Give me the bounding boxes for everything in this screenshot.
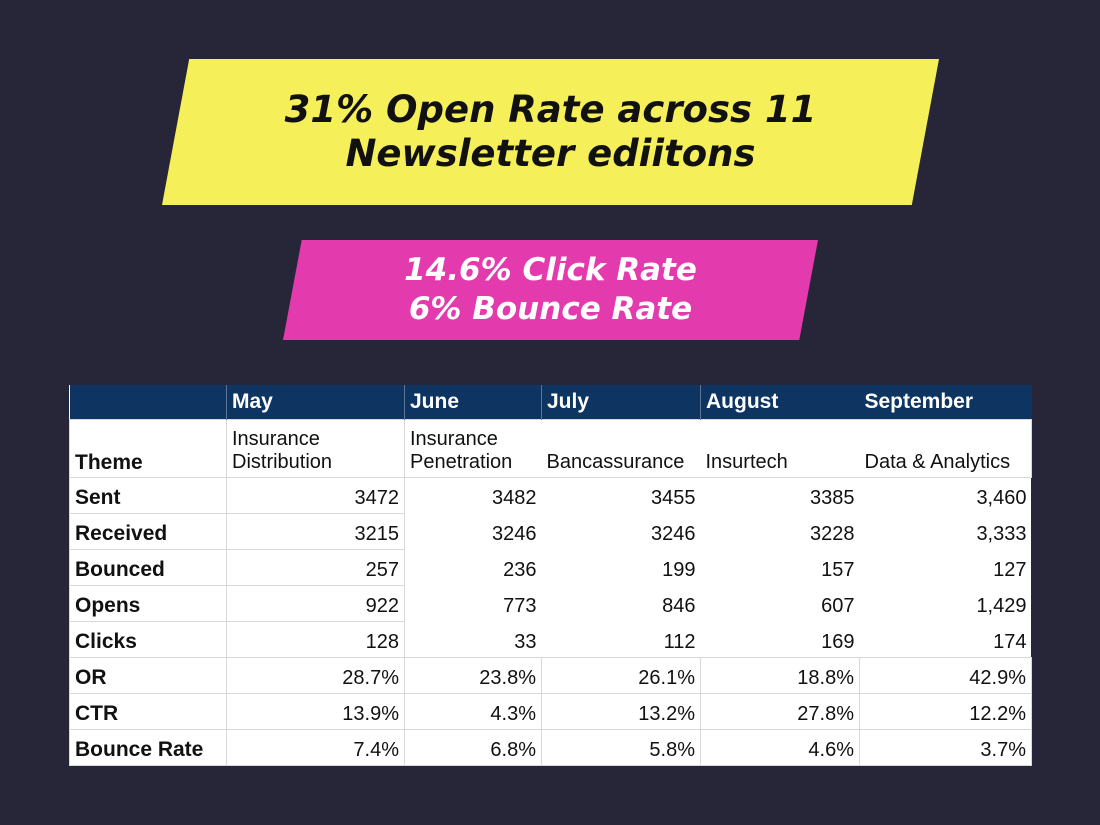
value-cell: 27.8% <box>700 692 860 730</box>
theme-cell: Bancassurance <box>541 418 701 478</box>
value-cell: 6.8% <box>404 728 542 766</box>
value-cell: 128 <box>226 620 405 658</box>
table-row-received: Received 3215 3246 3246 3228 3,333 <box>69 512 1032 550</box>
value-cell: 3.7% <box>859 728 1032 766</box>
value-cell: 7.4% <box>226 728 405 766</box>
value-cell: 28.7% <box>226 656 405 694</box>
value-cell: 23.8% <box>404 656 542 694</box>
month-header-row: May June July August September <box>69 385 1032 419</box>
value-cell: 5.8% <box>541 728 701 766</box>
value-cell: 199 <box>662 559 696 581</box>
table-row-clicks: Clicks 128 33 112 169 174 <box>69 620 1032 658</box>
table-row-opens: Opens 922 773 846 607 1,429 <box>69 584 1032 622</box>
value-cell: 3246 <box>492 523 537 545</box>
table-row-bounced: Bounced 257 236 199 157 127 <box>69 548 1032 586</box>
theme-cell: Insurance Penetration <box>404 418 542 478</box>
theme-cell: Insurtech <box>700 418 860 478</box>
month-header: June <box>404 385 542 419</box>
value-cell: 112 <box>663 630 696 653</box>
value-cell: 26.1% <box>541 656 701 694</box>
table-row-theme: Theme Insurance Distribution Insurance P… <box>69 418 1032 478</box>
header-corner <box>69 385 227 419</box>
value-cell: 3246 <box>651 523 696 545</box>
table-row-sent: Sent 3472 3482 3455 3385 3,460 <box>69 476 1032 514</box>
value-cell: 127 <box>993 559 1027 581</box>
value-cell: 174 <box>993 630 1027 653</box>
value-cell: 846 <box>662 595 696 617</box>
value-cell: 3472 <box>226 476 405 514</box>
row-label: CTR <box>69 692 227 730</box>
row-label: Bounced <box>69 548 227 586</box>
value-cell: 3482 <box>492 487 537 509</box>
value-cell: 169 <box>821 630 855 653</box>
value-cell: 33 <box>514 630 537 653</box>
theme-cell: Data & Analytics <box>859 418 1032 478</box>
value-cell: 607 <box>821 595 855 617</box>
theme-cell: Insurance Distribution <box>226 418 405 478</box>
row-label: OR <box>69 656 227 694</box>
month-header: May <box>226 385 405 419</box>
click-rate-text: 14.6% Click Rate <box>404 252 697 288</box>
value-cell: 3385 <box>810 487 855 509</box>
open-rate-banner-line2: Newsletter ediitons <box>345 132 756 175</box>
month-header: August <box>700 385 860 419</box>
value-cell: 1,429 <box>976 595 1027 617</box>
value-cell: 3228 <box>810 523 855 545</box>
row-label: Theme <box>69 418 227 478</box>
value-cell: 257 <box>226 548 405 586</box>
row-label: Clicks <box>69 620 227 658</box>
value-cell: 4.6% <box>700 728 860 766</box>
open-rate-banner-line1: 31% Open Rate across 11 <box>284 88 817 131</box>
value-cell: 3215 <box>226 512 405 550</box>
value-cell: 922 <box>226 584 405 622</box>
value-cell: 3,460 <box>976 487 1027 509</box>
value-cell: 12.2% <box>859 692 1032 730</box>
month-header: July <box>541 385 701 419</box>
row-label: Opens <box>69 584 227 622</box>
table-row-bounce-rate: Bounce Rate 7.4% 6.8% 5.8% 4.6% 3.7% <box>69 728 1032 766</box>
newsletter-stats-table: May June July August September Theme Ins… <box>69 385 1032 766</box>
value-cell: 13.9% <box>226 692 405 730</box>
month-header: September <box>859 385 1032 419</box>
row-label: Sent <box>69 476 227 514</box>
click-bounce-banner: 14.6% Click Rate 6% Bounce Rate <box>283 240 818 340</box>
value-cell: 157 <box>821 559 855 581</box>
value-cell: 3,333 <box>976 523 1027 545</box>
value-cell: 773 <box>503 595 537 617</box>
value-cell: 13.2% <box>541 692 701 730</box>
table-row-ctr: CTR 13.9% 4.3% 13.2% 27.8% 12.2% <box>69 692 1032 730</box>
value-cell: 18.8% <box>700 656 860 694</box>
table-row-or: OR 28.7% 23.8% 26.1% 18.8% 42.9% <box>69 656 1032 694</box>
row-label: Received <box>69 512 227 550</box>
value-cell: 4.3% <box>404 692 542 730</box>
value-cell: 3455 <box>651 487 696 509</box>
value-cell: 42.9% <box>859 656 1032 694</box>
open-rate-banner: 31% Open Rate across 11 Newsletter ediit… <box>162 59 939 205</box>
bounce-rate-text: 6% Bounce Rate <box>408 291 693 327</box>
row-label: Bounce Rate <box>69 728 227 766</box>
value-cell: 236 <box>503 559 537 581</box>
